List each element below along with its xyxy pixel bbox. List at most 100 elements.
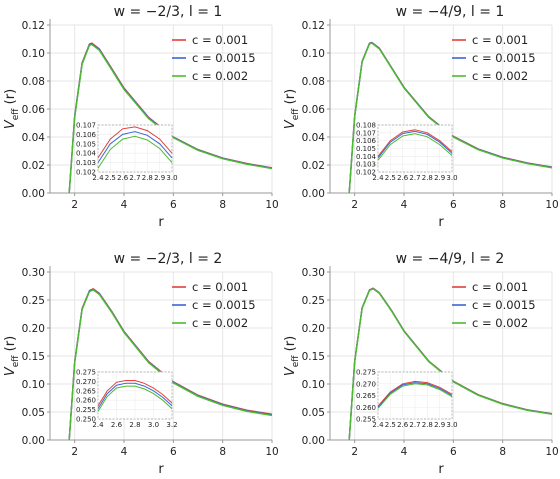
series-line-3 — [348, 42, 552, 193]
y-tick-label: 0.00 — [302, 188, 325, 200]
chart-title: w = −2/3, l = 1 — [114, 4, 223, 20]
x-axis-label: r — [438, 215, 444, 230]
x-tick-label: 2 — [71, 199, 78, 211]
inset-x-tick-label: 2.4 — [372, 174, 384, 182]
x-tick-label: 4 — [121, 199, 128, 211]
x-tick-label: 2 — [351, 199, 358, 211]
y-tick-label: 0.10 — [302, 48, 325, 60]
chart-title: w = −4/9, l = 1 — [396, 4, 505, 20]
inset-x-tick-label: 2.7 — [129, 174, 140, 182]
inset-x-tick-label: 2.8 — [422, 174, 433, 182]
y-tick-label: 0.15 — [302, 351, 325, 363]
y-tick-label: 0.04 — [22, 132, 46, 144]
inset-series-line-2 — [97, 131, 173, 163]
x-tick-label: 2 — [351, 446, 358, 458]
inset-series-line-2 — [97, 382, 173, 409]
inset-y-tick-label: 0.102 — [356, 169, 376, 177]
inset-x-tick-label: 2.7 — [409, 174, 420, 182]
chart-title: w = −4/9, l = 2 — [396, 251, 505, 267]
inset-x-tick-label: 2.6 — [397, 174, 409, 182]
y-axis-label: Veff (r) — [283, 336, 301, 376]
inset-series-line-3 — [97, 385, 173, 412]
inset-x-tick-label: 2.9 — [434, 174, 445, 182]
inset-series-line-1 — [377, 129, 453, 157]
y-tick-label: 0.00 — [22, 188, 45, 200]
y-axis-label-suffix: (r) — [283, 89, 298, 109]
y-tick-label: 0.30 — [22, 267, 45, 279]
inset-x-tick-label: 3.0 — [148, 421, 159, 429]
inset-y-tick-label: 0.105 — [76, 140, 96, 148]
chart-panel-1: 2 4 6 8 10 0.00 0.02 0.04 0.06 0.08 0.10 0.12 w = −2… — [3, 4, 279, 230]
y-axis-label-sub: eff — [291, 355, 301, 368]
x-tick-label: 2 — [71, 446, 78, 458]
y-tick-label: 0.05 — [22, 407, 45, 419]
x-tick-label: 10 — [545, 199, 558, 211]
y-axis-label: Veff (r) — [3, 336, 21, 376]
legend-label: c = 0.001 — [472, 280, 528, 294]
series-line-3 — [348, 287, 552, 440]
y-tick-label: 0.08 — [22, 76, 45, 88]
y-tick-label: 0.25 — [302, 295, 325, 307]
legend-label: c = 0.002 — [192, 69, 248, 83]
inset-x-tick-label: 3.0 — [446, 421, 457, 429]
inset-y-tick-label: 0.103 — [356, 161, 376, 169]
legend-label: c = 0.002 — [192, 316, 248, 330]
y-tick-label: 0.02 — [302, 160, 325, 172]
y-axis-label-main: V — [283, 366, 298, 376]
inset-x-tick-label: 2.8 — [129, 421, 140, 429]
y-axis-label: Veff (r) — [283, 89, 301, 129]
y-axis-label-sub: eff — [11, 355, 21, 368]
inset-x-tick-label: 3.0 — [166, 174, 177, 182]
y-tick-label: 0.04 — [302, 132, 326, 144]
x-tick-label: 10 — [545, 446, 558, 458]
inset-x-tick-label: 2.4 — [92, 174, 104, 182]
x-tick-label: 4 — [401, 199, 408, 211]
x-axis-label: r — [158, 215, 164, 230]
inset-x-tick-label: 2.9 — [154, 174, 165, 182]
y-tick-label: 0.12 — [302, 20, 325, 32]
series-line-3 — [68, 289, 272, 440]
y-axis-label-main: V — [283, 119, 298, 129]
inset-series-line-1 — [377, 380, 453, 407]
legend-label: c = 0.002 — [472, 316, 528, 330]
y-tick-label: 0.12 — [22, 20, 45, 32]
x-tick-label: 6 — [450, 199, 457, 211]
x-tick-label: 8 — [499, 199, 506, 211]
inset-y-tick-label: 0.265 — [356, 392, 376, 400]
y-tick-label: 0.15 — [22, 351, 45, 363]
inset-series-line-1 — [97, 126, 173, 159]
inset-y-tick-label: 0.104 — [356, 153, 377, 161]
inset-y-tick-label: 0.104 — [76, 150, 97, 158]
inset-x-tick-label: 2.9 — [434, 421, 445, 429]
inset-y-tick-label: 0.107 — [76, 122, 96, 130]
inset-y-tick-label: 0.106 — [76, 131, 97, 139]
y-axis-label-sub: eff — [11, 108, 21, 121]
inset-y-tick-label: 0.275 — [356, 369, 376, 377]
y-axis-label-main: V — [3, 366, 18, 376]
y-axis-label-main: V — [3, 119, 18, 129]
x-tick-label: 10 — [265, 199, 278, 211]
y-tick-label: 0.08 — [302, 76, 325, 88]
inset-y-tick-label: 0.275 — [76, 369, 96, 377]
inset-x-tick-label: 3.0 — [446, 174, 457, 182]
inset-y-tick-label: 0.105 — [356, 145, 376, 153]
inset-x-tick-label: 2.8 — [422, 421, 433, 429]
chart-panel-3: 2 4 6 8 10 0.00 0.05 0.10 0.15 0.20 0.25 0.30 w = −2… — [3, 251, 279, 477]
y-tick-label: 0.00 — [302, 435, 325, 447]
y-tick-label: 0.00 — [22, 435, 45, 447]
inset-x-tick-label: 2.4 — [372, 421, 384, 429]
y-tick-label: 0.20 — [302, 323, 325, 335]
y-tick-label: 0.10 — [302, 379, 325, 391]
chart-title: w = −2/3, l = 2 — [114, 251, 223, 267]
series-line-3 — [68, 43, 272, 193]
inset-y-tick-label: 0.265 — [76, 387, 96, 395]
legend-label: c = 0.002 — [472, 69, 528, 83]
x-tick-label: 6 — [450, 446, 457, 458]
inset-chart: 2.4 2.5 2.6 2.7 2.8 2.9 3.0 0.255 0.260 0.265 0.27… — [356, 369, 458, 430]
x-tick-label: 6 — [170, 199, 177, 211]
legend-label: c = 0.0015 — [472, 298, 536, 312]
inset-y-tick-label: 0.103 — [76, 159, 96, 167]
